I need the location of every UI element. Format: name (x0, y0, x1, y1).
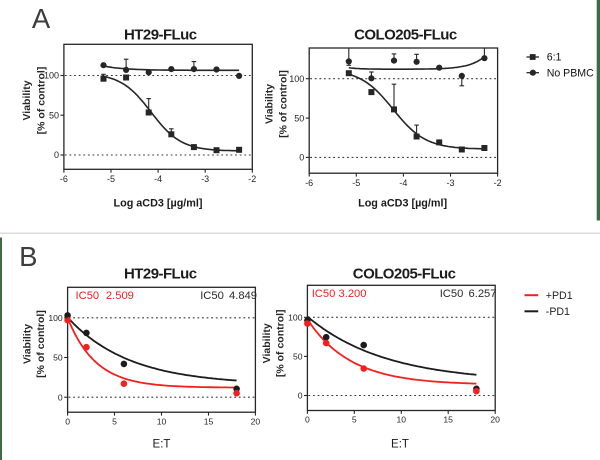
svg-text:5: 5 (112, 416, 117, 426)
svg-text:100: 100 (288, 313, 303, 323)
svg-text:3.200: 3.200 (339, 288, 367, 300)
svg-text:-2: -2 (494, 178, 502, 188)
svg-text:[% of control]: [% of control] (36, 67, 48, 135)
svg-text:Log aCD3 [µg/ml]: Log aCD3 [µg/ml] (114, 197, 203, 209)
svg-text:-3: -3 (201, 174, 209, 184)
svg-text:IC50: IC50 (76, 290, 100, 302)
svg-text:+PD1: +PD1 (546, 290, 573, 302)
svg-text:0: 0 (65, 416, 70, 426)
svg-text:-4: -4 (154, 174, 162, 184)
svg-text:10: 10 (157, 416, 167, 426)
svg-text:HT29-FLuc: HT29-FLuc (124, 27, 197, 44)
svg-text:E:T: E:T (153, 438, 171, 450)
svg-text:50: 50 (293, 352, 303, 362)
svg-text:-4: -4 (399, 178, 407, 188)
svg-text:-5: -5 (107, 174, 115, 184)
svg-text:100: 100 (44, 71, 59, 81)
svg-text:-2: -2 (248, 174, 256, 184)
svg-text:6.257: 6.257 (469, 288, 497, 300)
svg-text:E:T: E:T (391, 438, 409, 450)
svg-text:[% of control]: [% of control] (278, 70, 290, 138)
svg-text:15: 15 (204, 416, 214, 426)
svg-text:Log aCD3 [µg/ml]: Log aCD3 [µg/ml] (358, 197, 447, 209)
svg-text:HT29-FLuc: HT29-FLuc (124, 265, 197, 282)
svg-text:6:1: 6:1 (547, 52, 562, 64)
svg-text:B: B (19, 241, 37, 272)
svg-text:IC50: IC50 (200, 290, 224, 302)
svg-text:COLO205-FLuc: COLO205-FLuc (353, 265, 456, 282)
svg-text:Viability: Viability (261, 323, 273, 363)
svg-text:Viability: Viability (21, 80, 33, 120)
svg-text:[% of control]: [% of control] (275, 309, 287, 377)
svg-text:4.849: 4.849 (229, 290, 257, 302)
svg-text:20: 20 (490, 415, 500, 425)
svg-text:IC50: IC50 (312, 288, 336, 300)
svg-text:0: 0 (298, 391, 303, 401)
svg-text:-3: -3 (446, 178, 454, 188)
svg-text:50: 50 (53, 353, 63, 363)
svg-text:0: 0 (54, 150, 59, 160)
svg-text:-6: -6 (305, 178, 313, 188)
svg-text:0: 0 (58, 392, 63, 402)
svg-text:COLO205-FLuc: COLO205-FLuc (354, 27, 457, 44)
svg-text:-5: -5 (352, 178, 360, 188)
svg-text:0: 0 (299, 153, 304, 163)
svg-text:2.509: 2.509 (106, 290, 134, 302)
svg-text:No PBMC: No PBMC (547, 67, 594, 79)
svg-text:100: 100 (48, 313, 63, 323)
svg-text:IC50: IC50 (440, 288, 464, 300)
svg-text:15: 15 (443, 415, 453, 425)
svg-text:10: 10 (397, 415, 407, 425)
svg-text:20: 20 (251, 416, 261, 426)
svg-text:-6: -6 (60, 174, 68, 184)
svg-text:100: 100 (289, 74, 304, 84)
svg-text:A: A (32, 3, 51, 34)
svg-text:Viability: Viability (21, 324, 33, 364)
svg-text:0: 0 (305, 415, 310, 425)
svg-text:[% of control]: [% of control] (35, 310, 47, 378)
svg-text:-PD1: -PD1 (546, 306, 570, 318)
svg-text:50: 50 (294, 113, 304, 123)
svg-text:5: 5 (352, 415, 357, 425)
svg-text:Viability: Viability (263, 84, 275, 124)
svg-text:50: 50 (49, 111, 59, 121)
